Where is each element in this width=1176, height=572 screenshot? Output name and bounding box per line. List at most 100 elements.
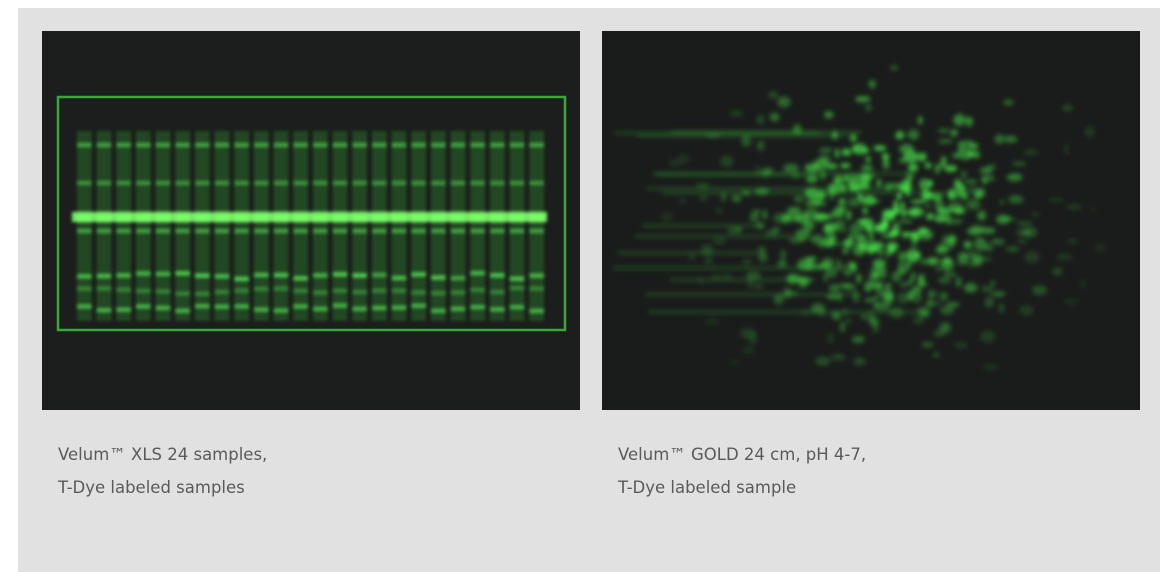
spot bbox=[900, 202, 904, 209]
band bbox=[333, 229, 348, 233]
spot bbox=[868, 248, 875, 254]
spot bbox=[940, 292, 948, 301]
spot bbox=[843, 247, 849, 254]
band bbox=[352, 290, 367, 294]
band bbox=[293, 304, 308, 308]
spot bbox=[889, 246, 894, 255]
spot bbox=[871, 266, 887, 275]
band bbox=[77, 274, 92, 278]
band bbox=[254, 273, 269, 277]
spot bbox=[899, 282, 910, 288]
band bbox=[411, 181, 426, 185]
spot bbox=[866, 105, 872, 110]
band bbox=[293, 229, 308, 233]
band bbox=[274, 309, 289, 313]
streak bbox=[642, 224, 764, 227]
spot bbox=[770, 113, 780, 121]
band bbox=[195, 292, 210, 296]
band bbox=[293, 143, 308, 147]
band bbox=[352, 273, 367, 277]
band bbox=[156, 143, 171, 147]
spot bbox=[1003, 217, 1017, 222]
spot bbox=[942, 257, 953, 264]
spot bbox=[995, 134, 1004, 144]
band bbox=[411, 290, 426, 294]
band bbox=[175, 229, 190, 233]
spot bbox=[964, 283, 978, 293]
spot bbox=[927, 257, 939, 265]
spot bbox=[956, 277, 962, 287]
spot bbox=[898, 264, 904, 269]
spot bbox=[1064, 144, 1068, 155]
streak bbox=[613, 267, 823, 270]
caption-line: Velum™ XLS 24 samples, bbox=[58, 438, 267, 471]
band bbox=[490, 229, 505, 233]
band bbox=[451, 229, 466, 233]
band bbox=[234, 181, 249, 185]
band bbox=[451, 290, 466, 294]
caption-line: T-Dye labeled sample bbox=[618, 471, 866, 504]
spot bbox=[886, 283, 892, 288]
spot bbox=[840, 163, 851, 168]
band bbox=[392, 289, 407, 293]
band bbox=[195, 143, 210, 147]
spot bbox=[966, 199, 980, 209]
streak bbox=[635, 235, 794, 238]
band bbox=[77, 143, 92, 147]
spot bbox=[974, 239, 988, 250]
spot bbox=[803, 227, 814, 232]
band bbox=[372, 306, 387, 310]
spot bbox=[846, 210, 851, 221]
spot bbox=[742, 259, 752, 265]
band bbox=[392, 229, 407, 233]
band bbox=[470, 229, 485, 233]
band bbox=[195, 304, 210, 308]
band bbox=[411, 143, 426, 147]
spot bbox=[679, 198, 685, 204]
band bbox=[510, 229, 525, 233]
spot bbox=[961, 170, 967, 179]
spot bbox=[1081, 279, 1086, 289]
spot bbox=[840, 321, 845, 333]
band bbox=[431, 229, 446, 233]
spot bbox=[842, 149, 852, 156]
spot bbox=[805, 163, 820, 172]
spot bbox=[837, 205, 847, 212]
spot bbox=[1012, 162, 1026, 166]
spot bbox=[844, 239, 854, 248]
spot bbox=[980, 331, 995, 343]
band bbox=[490, 273, 505, 277]
band bbox=[333, 304, 348, 308]
spot bbox=[913, 316, 924, 325]
band bbox=[77, 229, 92, 233]
band bbox=[451, 307, 466, 311]
spot bbox=[848, 262, 856, 268]
spot bbox=[908, 164, 919, 172]
band bbox=[136, 271, 151, 275]
spot bbox=[818, 155, 831, 163]
spot bbox=[838, 283, 851, 288]
band bbox=[156, 229, 171, 233]
band bbox=[470, 143, 485, 147]
band bbox=[234, 304, 249, 308]
band bbox=[97, 308, 112, 312]
spot bbox=[805, 256, 817, 261]
spot bbox=[864, 281, 871, 292]
band bbox=[215, 181, 230, 185]
caption: Velum™ XLS 24 samples, T-Dye labeled sam… bbox=[58, 438, 267, 504]
spot bbox=[1090, 207, 1095, 211]
band bbox=[372, 143, 387, 147]
band bbox=[490, 143, 505, 147]
spot bbox=[881, 289, 893, 301]
spot bbox=[829, 284, 840, 293]
band bbox=[392, 143, 407, 147]
spot bbox=[729, 111, 743, 117]
band bbox=[97, 181, 112, 185]
spot bbox=[931, 300, 942, 306]
spot bbox=[850, 134, 857, 142]
spot bbox=[928, 291, 939, 296]
band bbox=[451, 276, 466, 280]
band bbox=[372, 273, 387, 277]
spot bbox=[831, 354, 846, 360]
spot bbox=[910, 244, 917, 248]
